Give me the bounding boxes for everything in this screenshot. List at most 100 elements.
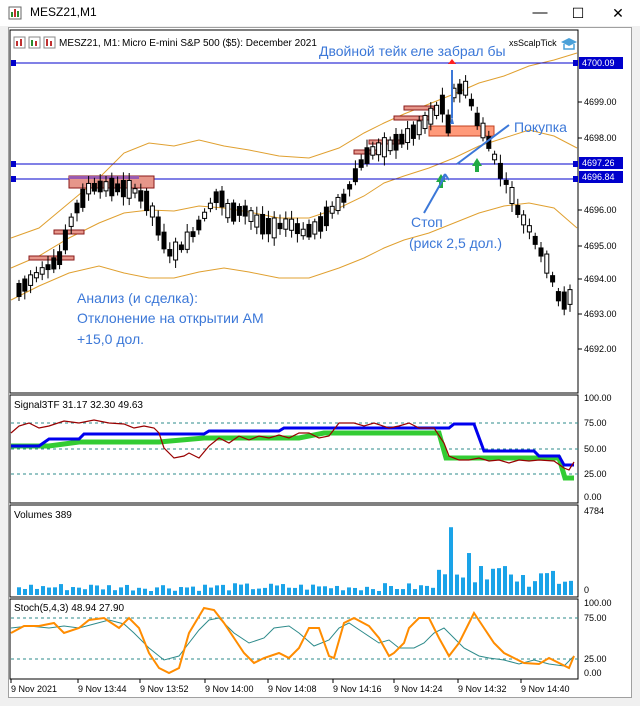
volume-bar — [119, 587, 123, 595]
chart-window[interactable]: MESZ21, M1: Micro E-mini S&P 500 ($5): D… — [8, 27, 632, 698]
volume-bar — [437, 569, 441, 595]
candle — [393, 127, 399, 159]
signal-tick: 0.00 — [584, 492, 602, 502]
stop-note: Стоп — [411, 214, 443, 230]
volume-bar — [449, 527, 453, 595]
candle — [526, 218, 532, 240]
candle — [231, 199, 237, 225]
candle — [161, 223, 167, 254]
candle — [219, 186, 225, 216]
candle — [468, 93, 474, 111]
volume-bar — [503, 566, 507, 595]
signal-maroon-line — [10, 419, 575, 471]
volume-bar — [269, 583, 273, 595]
time-axis: 9 Nov 2021 9 Nov 13:44 9 Nov 13:52 9 Nov 14… — [10, 679, 570, 694]
time-tick: 9 Nov 14:32 — [458, 684, 507, 694]
signal-tick: 25.00 — [584, 469, 607, 479]
candle — [28, 270, 34, 294]
candle — [184, 224, 190, 254]
candle — [155, 210, 161, 241]
analysis-note-reason: Отклонение на открытии АМ — [77, 310, 264, 326]
candle — [335, 193, 341, 215]
volume-bar — [569, 580, 573, 595]
volume-bar — [323, 586, 327, 595]
candle — [62, 224, 68, 255]
volume-bar — [377, 590, 381, 595]
minimize-button[interactable]: — — [532, 4, 548, 21]
volume-bar — [113, 590, 117, 595]
volume-bar — [563, 581, 567, 595]
volume-bar — [347, 587, 351, 595]
stoch-tick: 25.00 — [584, 654, 607, 664]
stoch-signal-line — [10, 617, 575, 667]
candle — [561, 286, 567, 316]
volume-bar — [167, 588, 171, 595]
take-note: Двойной тейк еле забрал бы — [319, 43, 506, 59]
candle — [16, 279, 22, 301]
candle — [196, 215, 202, 235]
stoch-label: Stoch(5,4,3) 48.94 27.90 — [14, 603, 125, 614]
volume-bar — [305, 589, 309, 595]
candle — [103, 176, 109, 197]
candle — [347, 181, 353, 197]
volume-bar — [425, 585, 429, 595]
candle — [416, 115, 422, 140]
candle — [376, 138, 382, 162]
volume-bar — [479, 566, 483, 595]
candle — [381, 132, 387, 166]
volume-bar — [413, 589, 417, 595]
candle — [207, 197, 213, 213]
level-markers — [11, 60, 578, 182]
volume-bar — [395, 589, 399, 595]
volume-bar — [53, 587, 57, 595]
candle — [132, 183, 138, 199]
maximize-button[interactable]: ☐ — [571, 5, 585, 21]
candle — [86, 175, 92, 201]
candle — [306, 219, 312, 241]
stoch-tick: 75.00 — [584, 613, 607, 623]
candle — [22, 275, 28, 300]
candle — [138, 183, 144, 209]
stoch-pane[interactable] — [9, 598, 579, 680]
candle — [260, 206, 266, 240]
volume-bar — [431, 587, 435, 595]
price-tick: 4694.00 — [584, 274, 617, 284]
volume-bar — [533, 581, 537, 595]
volume-bar — [251, 589, 255, 595]
volume-bar — [23, 588, 27, 595]
candle — [190, 227, 196, 243]
volume-bar — [41, 586, 45, 595]
volume-bar — [215, 585, 219, 595]
volume-bar — [17, 587, 21, 595]
candle — [202, 208, 208, 222]
candle — [521, 210, 527, 234]
volume-bar — [335, 585, 339, 595]
candle — [68, 213, 74, 235]
volume-bar — [341, 590, 345, 595]
volumes-pane[interactable] — [9, 504, 579, 598]
close-button[interactable]: ✕ — [612, 5, 624, 21]
volume-bar — [407, 583, 411, 595]
chart-header-description: Micro E-mini S&P 500 ($5): December 2021 — [122, 38, 317, 49]
candle — [248, 206, 254, 230]
volumes-axis: 4784 0 — [584, 506, 604, 595]
candle — [387, 136, 393, 155]
candle — [167, 242, 173, 264]
candle — [265, 210, 271, 243]
chart-canvas[interactable]: MESZ21, M1: Micro E-mini S&P 500 ($5): D… — [9, 28, 631, 697]
candle — [323, 200, 329, 232]
candle — [80, 183, 86, 212]
chart-header-icons — [13, 36, 56, 49]
price-tick: 4693.00 — [584, 309, 617, 319]
volume-bar — [509, 574, 513, 595]
candle — [173, 237, 179, 268]
volume-bar — [473, 582, 477, 595]
candle — [515, 198, 521, 218]
volume-bar — [497, 568, 501, 595]
candle — [300, 222, 306, 240]
volume-bar — [137, 587, 141, 595]
candle — [509, 181, 515, 212]
volume-bar — [191, 586, 195, 595]
volume-bar — [539, 573, 543, 595]
level-price-labels: 4700.09 4697.26 4696.84 — [579, 57, 623, 183]
